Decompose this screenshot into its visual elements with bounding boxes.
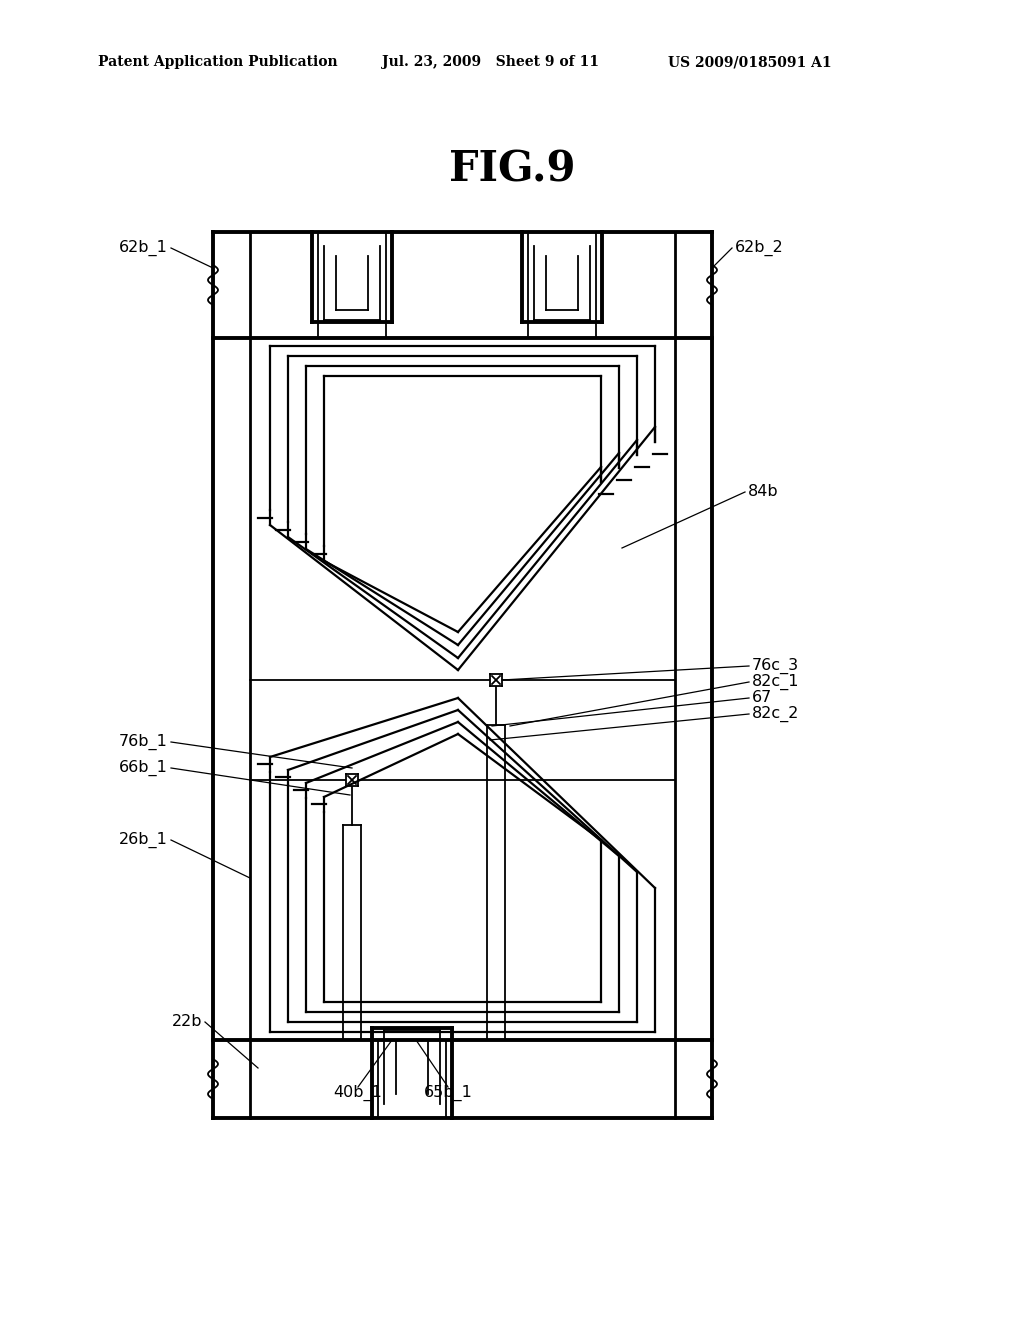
Text: 40b_1: 40b_1	[334, 1085, 382, 1101]
Text: 82c_1: 82c_1	[752, 675, 800, 690]
Text: FIG.9: FIG.9	[449, 148, 575, 190]
Text: US 2009/0185091 A1: US 2009/0185091 A1	[668, 55, 831, 69]
Text: Jul. 23, 2009   Sheet 9 of 11: Jul. 23, 2009 Sheet 9 of 11	[382, 55, 599, 69]
Text: 66b_1: 66b_1	[119, 760, 168, 776]
Text: 76b_1: 76b_1	[119, 734, 168, 750]
Text: 62b_2: 62b_2	[735, 240, 783, 256]
Text: 67: 67	[752, 690, 772, 705]
Text: 65b_1: 65b_1	[424, 1085, 472, 1101]
Text: 84b: 84b	[748, 484, 778, 499]
Text: 26b_1: 26b_1	[119, 832, 168, 849]
Text: 76c_3: 76c_3	[752, 657, 799, 675]
Text: 62b_1: 62b_1	[119, 240, 168, 256]
Text: 22b: 22b	[171, 1015, 202, 1030]
Text: 82c_2: 82c_2	[752, 706, 800, 722]
Text: Patent Application Publication: Patent Application Publication	[98, 55, 338, 69]
